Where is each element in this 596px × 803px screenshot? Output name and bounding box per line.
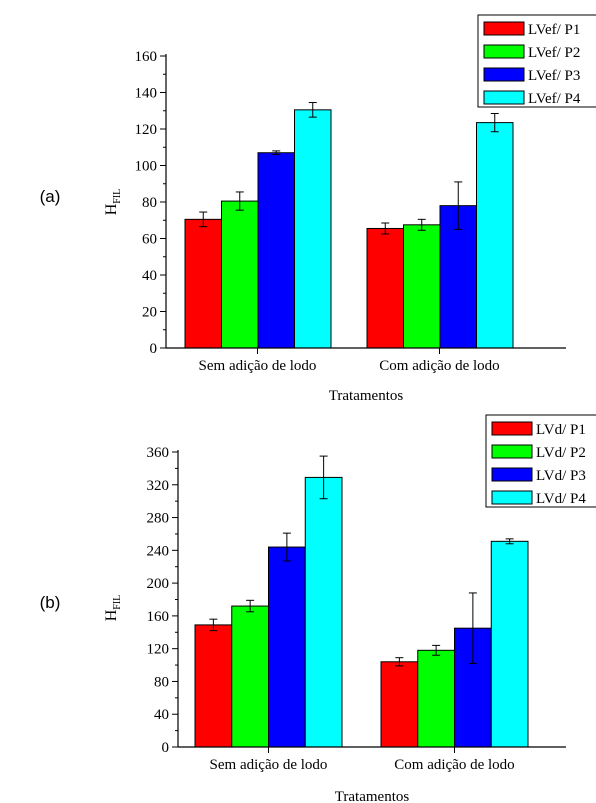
- y-tick-label: 0: [150, 341, 158, 357]
- legend-swatch: [483, 67, 525, 82]
- x-tick-label: Com adição de lodo: [379, 358, 499, 374]
- y-axis-title: HFIL: [103, 189, 123, 216]
- bar: [231, 605, 269, 748]
- legend-swatch: [483, 90, 525, 105]
- bar: [257, 152, 295, 349]
- panel-label: (a): [40, 187, 61, 206]
- panel-label: (b): [40, 593, 61, 612]
- bar: [403, 224, 441, 349]
- y-tick-label: 80: [154, 674, 169, 690]
- y-tick-label: 320: [147, 478, 170, 494]
- legend-swatch: [491, 490, 533, 505]
- y-tick-label: 240: [147, 543, 170, 559]
- y-tick-label: 0: [162, 740, 170, 756]
- x-tick-label: Com adição de lodo: [394, 757, 514, 773]
- y-tick-label: 160: [135, 49, 158, 65]
- legend-label: LVef/ P3: [528, 68, 580, 84]
- y-tick-label: 20: [142, 305, 157, 321]
- y-tick-label: 140: [135, 86, 158, 102]
- bar: [304, 476, 343, 748]
- bar: [184, 218, 222, 349]
- y-tick-label: 120: [147, 642, 170, 658]
- legend-label: LVef/ P4: [528, 91, 581, 107]
- legend-label: LVd/ P3: [536, 468, 586, 484]
- legend-label: LVef/ P2: [528, 45, 580, 61]
- y-tick-label: 360: [147, 445, 170, 461]
- bar: [221, 200, 259, 349]
- y-tick-label: 200: [147, 576, 170, 592]
- y-tick-label: 100: [135, 159, 158, 175]
- bar: [380, 661, 419, 748]
- bar: [366, 227, 404, 349]
- legend-swatch: [491, 444, 533, 459]
- legend-label: LVd/ P1: [536, 422, 586, 438]
- x-tick-label: Sem adição de lodo: [210, 757, 328, 773]
- y-tick-label: 280: [147, 511, 170, 527]
- legend-label: LVd/ P2: [536, 445, 586, 461]
- bar: [417, 649, 455, 748]
- legend-label: LVef/ P1: [528, 22, 580, 38]
- bar: [490, 540, 529, 748]
- y-tick-label: 120: [135, 122, 158, 138]
- y-tick-label: 40: [142, 268, 157, 284]
- y-tick-label: 160: [147, 609, 170, 625]
- y-tick-label: 40: [154, 707, 169, 723]
- legend-swatch: [491, 421, 533, 436]
- x-axis-title: Tratamentos: [329, 388, 404, 404]
- y-tick-label: 80: [142, 195, 157, 211]
- x-axis-title: Tratamentos: [335, 789, 410, 803]
- legend-swatch: [491, 467, 533, 482]
- chart-panel-b: (b) 0 40 80 120 160 200 240 280 320 360 Sem adição …: [40, 414, 596, 803]
- bar: [194, 624, 233, 748]
- legend-swatch: [483, 44, 525, 59]
- bar: [268, 546, 306, 748]
- legend-swatch: [483, 21, 525, 36]
- legend-label: LVd/ P4: [536, 491, 586, 507]
- y-axis-title: HFIL: [103, 595, 123, 622]
- chart-panel-a: (a) 0 20 40 60 80 100 120 140 160 Sem adição de lo…: [40, 14, 596, 404]
- x-tick-label: Sem adição de lodo: [199, 358, 317, 374]
- y-tick-label: 60: [142, 232, 157, 248]
- bar: [476, 122, 514, 349]
- bar: [294, 109, 332, 349]
